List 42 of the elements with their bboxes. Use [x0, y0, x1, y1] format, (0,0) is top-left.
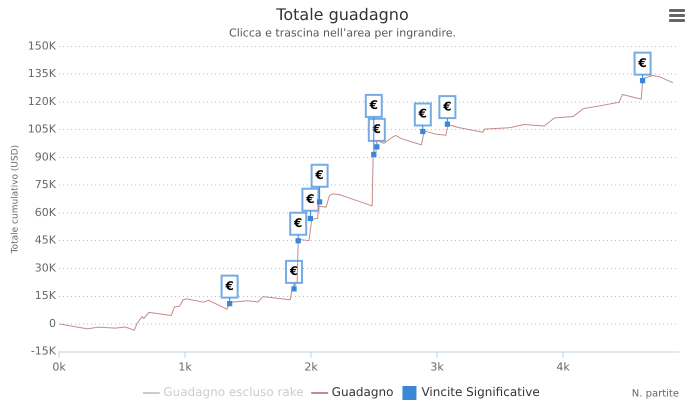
y-axis-title: Totale cumulativo (USD) [10, 144, 21, 254]
annotation: € [637, 56, 647, 70]
annotation: € [293, 216, 302, 230]
point [308, 216, 314, 222]
point [374, 144, 380, 150]
y-tick-label: 75K [34, 178, 57, 192]
annotation: € [305, 192, 315, 206]
x-tick-label: 0k [52, 360, 66, 374]
point [227, 301, 232, 306]
point [420, 128, 426, 134]
y-tick-label: 0 [49, 316, 56, 330]
point [316, 199, 322, 204]
point [640, 78, 646, 84]
x-tick-label: 4k [556, 360, 570, 374]
x-tick-label: 3k [430, 360, 444, 374]
y-tick-label: 120K [28, 94, 57, 108]
y-tick-label: 105K [28, 122, 57, 136]
chart-subtitle: Clicca e trascina nell’area per ingrandire. [229, 26, 456, 40]
legend-label: Guadagno [332, 385, 394, 400]
y-tick-label: 90K [34, 150, 57, 164]
x-axis-title: N. partite [632, 388, 679, 400]
y-tick-label: 60K [34, 206, 57, 219]
y-tick-label: 45K [34, 234, 57, 247]
y-tick-label: 30K [34, 261, 57, 274]
legend-label: Vincite Significative [421, 385, 540, 400]
point [291, 286, 297, 292]
y-tick-label: 135K [28, 67, 57, 80]
annotation: € [288, 264, 298, 278]
annotation: € [442, 99, 452, 114]
x-tick-label: 2k [304, 360, 318, 374]
y-tick-label: 150K [28, 39, 57, 52]
x-tick-label: 1k [178, 360, 192, 374]
point [296, 238, 301, 244]
annotation: € [418, 106, 427, 121]
y-tick-label: -15K [30, 344, 57, 358]
annotation: € [224, 278, 234, 293]
annotation: € [314, 168, 324, 182]
chart-title: Totale guadagno [275, 4, 409, 24]
point [444, 122, 450, 127]
point [371, 152, 376, 158]
y-tick-label: 15K [34, 289, 57, 302]
annotation: € [368, 98, 378, 112]
